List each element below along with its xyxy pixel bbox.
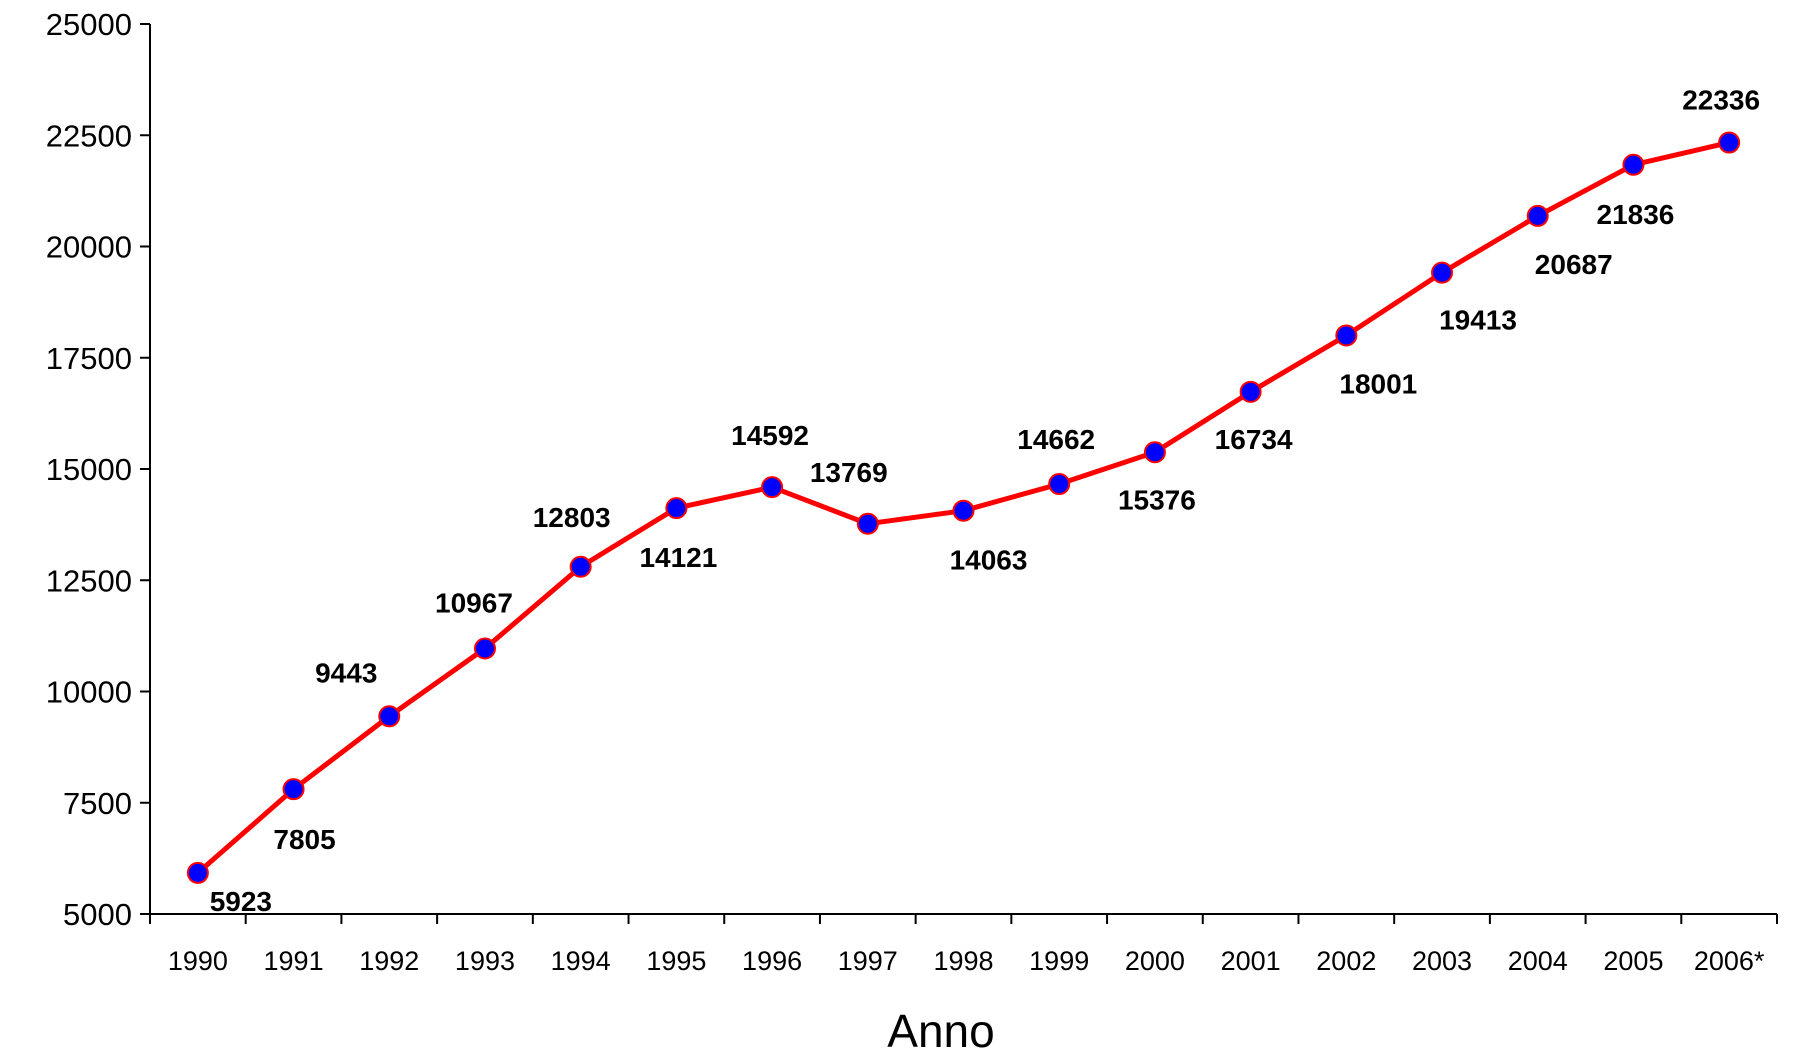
x-axis-title: Anno bbox=[887, 1005, 994, 1057]
data-label: 18001 bbox=[1339, 368, 1417, 399]
x-tick-label: 1994 bbox=[551, 946, 611, 976]
data-label: 9443 bbox=[315, 657, 377, 688]
data-point bbox=[665, 497, 688, 520]
y-axis: 5000 7500 10000 12500 15000 17500 20000 22500 25… bbox=[46, 7, 151, 932]
x-tick-label: 1997 bbox=[838, 946, 898, 976]
data-point bbox=[1526, 204, 1549, 227]
data-point bbox=[569, 555, 592, 578]
data-point bbox=[1143, 441, 1166, 464]
series-group bbox=[186, 131, 1741, 884]
data-label: 7805 bbox=[273, 824, 335, 855]
x-tick-label: 1991 bbox=[264, 946, 324, 976]
y-tick-label: 12500 bbox=[46, 563, 132, 598]
data-point bbox=[1048, 473, 1071, 496]
data-label: 20687 bbox=[1535, 249, 1613, 280]
data-label: 14592 bbox=[731, 420, 809, 451]
y-tick-label: 15000 bbox=[46, 452, 132, 487]
x-tick-label: 1995 bbox=[646, 946, 706, 976]
data-point bbox=[186, 861, 209, 884]
data-point bbox=[282, 778, 305, 801]
data-point bbox=[1622, 153, 1645, 176]
data-label: 10967 bbox=[435, 587, 513, 618]
data-label: 12803 bbox=[533, 502, 611, 533]
y-tick-label: 22500 bbox=[46, 118, 132, 153]
x-tick-label: 2004 bbox=[1508, 946, 1568, 976]
y-tick-label: 7500 bbox=[63, 786, 132, 821]
data-label: 14121 bbox=[639, 542, 717, 573]
x-tick-label: 2001 bbox=[1221, 946, 1281, 976]
data-label: 21836 bbox=[1597, 199, 1675, 230]
data-point bbox=[473, 637, 496, 660]
x-tick-label: 1993 bbox=[455, 946, 515, 976]
data-label: 22336 bbox=[1682, 85, 1760, 116]
y-tick-label: 10000 bbox=[46, 675, 132, 710]
data-point bbox=[761, 476, 784, 499]
data-label: 15376 bbox=[1118, 484, 1196, 515]
x-tick-label: 1990 bbox=[168, 946, 228, 976]
y-tick-label: 25000 bbox=[46, 7, 132, 42]
y-tick-label: 17500 bbox=[46, 341, 132, 376]
data-point bbox=[1431, 261, 1454, 284]
data-label: 16734 bbox=[1215, 424, 1293, 455]
y-tick-label: 5000 bbox=[63, 897, 132, 932]
data-point bbox=[1335, 324, 1358, 347]
x-tick-label: 1992 bbox=[359, 946, 419, 976]
data-point bbox=[1718, 131, 1741, 154]
data-label: 5923 bbox=[210, 886, 272, 917]
x-tick-label: 2002 bbox=[1316, 946, 1376, 976]
data-label: 19413 bbox=[1439, 305, 1517, 336]
data-point bbox=[856, 512, 879, 535]
x-tick-label: 1999 bbox=[1029, 946, 1089, 976]
data-label: 14063 bbox=[950, 545, 1028, 576]
x-tick-label: 1996 bbox=[742, 946, 802, 976]
x-tick-label: 2000 bbox=[1125, 946, 1185, 976]
x-tick-label: 2006* bbox=[1694, 946, 1765, 976]
x-tick-label: 1998 bbox=[933, 946, 993, 976]
x-tick-label: 2005 bbox=[1603, 946, 1663, 976]
data-point bbox=[1239, 380, 1262, 403]
data-label: 14662 bbox=[1017, 424, 1095, 455]
x-tick-label: 2003 bbox=[1412, 946, 1472, 976]
y-tick-label: 20000 bbox=[46, 230, 132, 265]
x-axis: 1990 1991 1992 1993 1994 1995 1996 1997 1998 1999… bbox=[149, 913, 1778, 976]
data-label: 13769 bbox=[810, 457, 888, 488]
data-point bbox=[952, 499, 975, 522]
data-point bbox=[378, 705, 401, 728]
